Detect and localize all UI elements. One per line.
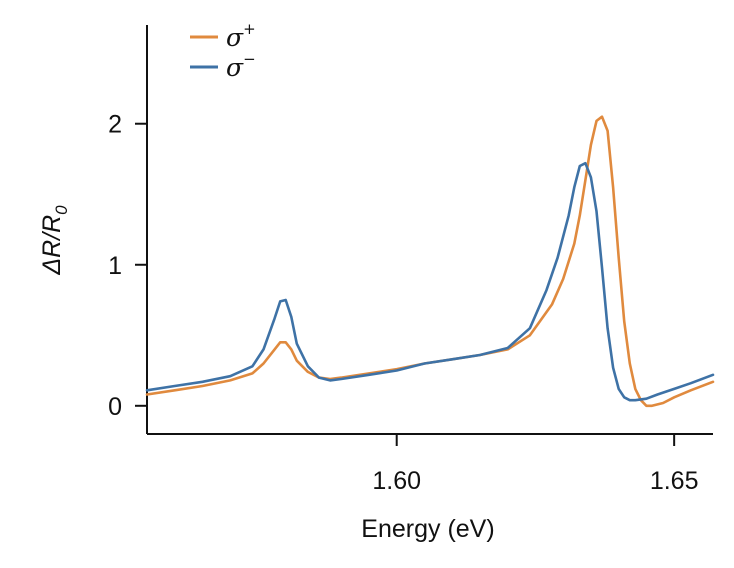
y-axis-label: ΔR/R0: [38, 205, 71, 276]
x-axis-label: Energy (eV): [361, 515, 494, 543]
y-tick-label: 1: [108, 252, 122, 280]
x-tick-label: 1.65: [650, 467, 699, 495]
legend-label-sigma-plus: σ+: [226, 20, 256, 52]
series-line-sigma-minus: [145, 161, 715, 402]
y-tick-label: 0: [108, 393, 122, 421]
x-tick-label: 1.60: [372, 467, 421, 495]
y-axis-label-main: ΔR/R: [38, 215, 66, 276]
y-axis-label-sub: 0: [52, 205, 71, 215]
legend: σ+ σ−: [190, 20, 256, 82]
y-tick-label: 2: [108, 111, 122, 139]
series-layer: [145, 115, 715, 408]
legend-label-sigma-minus: σ−: [226, 50, 256, 82]
series-line-sigma-plus: [145, 115, 715, 408]
svg-text:ΔR/R0: ΔR/R0: [38, 205, 71, 276]
axes: 0 1 2 1.60 1.65: [108, 25, 713, 495]
